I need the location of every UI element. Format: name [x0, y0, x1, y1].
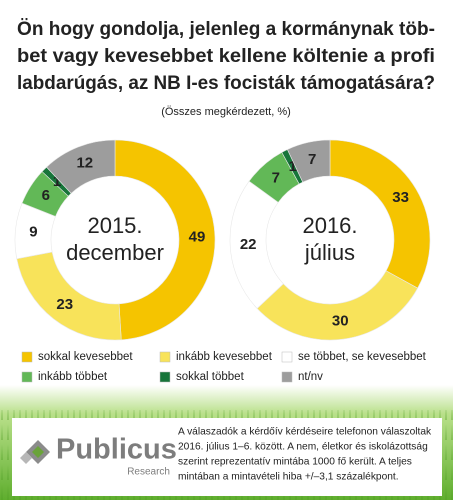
value-label: 7 — [272, 169, 280, 186]
value-label: 12 — [76, 155, 93, 172]
value-label: 33 — [392, 189, 409, 206]
legend-swatch — [159, 351, 171, 363]
subtitle: (Összes megkérdezett, %) — [161, 106, 291, 118]
legend-swatch — [159, 371, 171, 383]
value-label: 7 — [308, 151, 316, 168]
value-label: 23 — [56, 296, 73, 313]
donut-slice — [287, 139, 331, 183]
value-label: 30 — [332, 312, 349, 329]
value-label: 6 — [42, 187, 50, 204]
value-label: 22 — [240, 236, 257, 253]
donut-slice — [46, 139, 116, 194]
donut-slice — [329, 139, 431, 289]
logo-icon — [20, 440, 50, 464]
logo-subtext: Research — [127, 467, 170, 478]
legend: sokkal kevesebbet inkább kevesebbet se töb… — [21, 351, 427, 383]
title-line: Ön hogy gondolja, jelenleg a kormánynak … — [17, 19, 435, 40]
legend-swatch — [21, 351, 33, 363]
note-line: 2016. július 1–6. között. A nem, életkor… — [178, 442, 428, 453]
footer-box — [12, 418, 442, 496]
legend-label: inkább többet — [38, 371, 108, 383]
legend-swatch — [21, 371, 33, 383]
logo-text: Publicus — [56, 434, 177, 466]
legend-swatch — [281, 371, 293, 383]
value-label: 49 — [189, 228, 206, 245]
legend-label: sokkal többet — [176, 371, 245, 383]
center-label: július — [304, 240, 355, 265]
note-line: A válaszadók a kérdőív kérdéseire telefo… — [178, 427, 432, 438]
legend-swatch — [281, 351, 293, 363]
center-label: 2015. — [87, 213, 142, 238]
center-label: december — [66, 240, 164, 265]
value-label: 1 — [53, 173, 61, 190]
note-line: mintában a mintavételi hiba +/–3,1 száza… — [178, 472, 399, 483]
donut-slice — [114, 139, 216, 341]
value-label: 1 — [289, 158, 297, 175]
legend-label: se többet, se kevesebbet — [298, 351, 427, 363]
value-label: 9 — [29, 223, 37, 240]
legend-label: nt/nv — [298, 371, 323, 383]
center-label: 2016. — [302, 213, 357, 238]
legend-label: inkább kevesebbet — [176, 351, 273, 363]
legend-label: sokkal kevesebbet — [38, 351, 133, 363]
note-line: szerint reprezentatív mintába 1000 fő ke… — [178, 457, 412, 468]
title-line: bet vagy kevesebbet kellene költenie a p… — [17, 46, 435, 67]
title-line: labdarúgás, az NB I-es focisták támogatá… — [17, 73, 435, 94]
